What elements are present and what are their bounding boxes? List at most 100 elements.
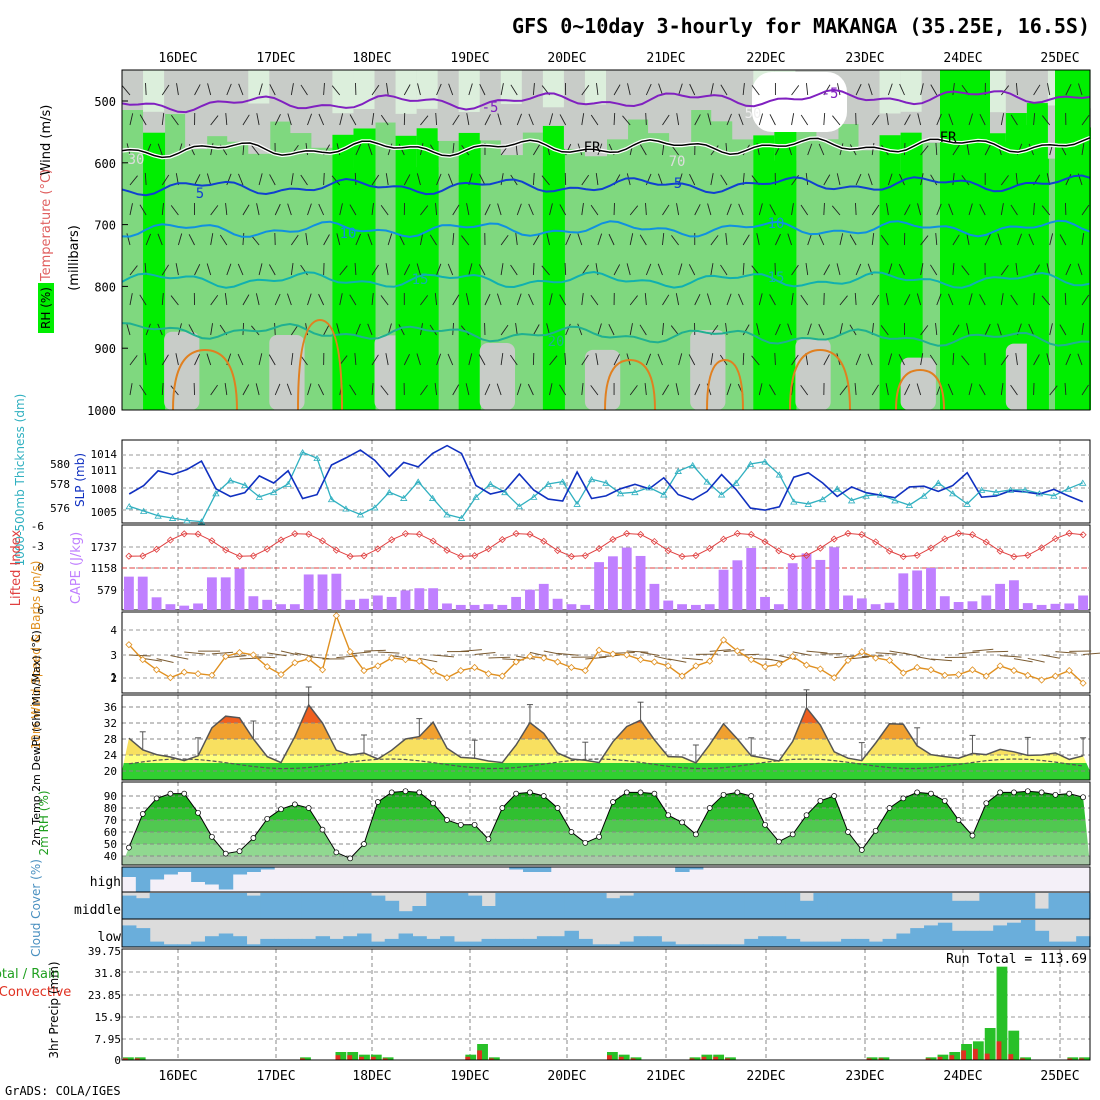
cape-bar xyxy=(746,547,757,610)
rh-low-patch xyxy=(479,343,516,410)
cloud-cover-bar xyxy=(730,944,745,947)
cloud-cover-bar xyxy=(246,895,261,919)
date-label-top: 24DEC xyxy=(943,51,982,66)
wind-barb xyxy=(678,353,683,366)
rh-point xyxy=(748,793,755,799)
wind-barb xyxy=(188,234,195,246)
wind-speed-point xyxy=(581,667,589,675)
wind-barb xyxy=(500,263,504,276)
wind-speed-point xyxy=(830,674,838,682)
contour-label: 10 xyxy=(768,216,785,232)
upper-panel-border xyxy=(121,69,1091,411)
wind-barb xyxy=(742,324,750,336)
wind-barb xyxy=(269,84,276,96)
precip-convective-bar xyxy=(382,1058,388,1060)
precip-total-bar xyxy=(630,1057,642,1060)
wind-barb xyxy=(978,384,986,396)
wind-barb xyxy=(1081,143,1085,156)
lifted-index-point xyxy=(885,547,894,555)
wind-barb xyxy=(206,173,212,186)
wind-barb xyxy=(1033,84,1041,96)
rh-tick-label: 70 xyxy=(104,814,117,827)
lifted-index-point xyxy=(401,530,410,538)
li-tick-label: 6 xyxy=(37,604,44,617)
lifted-index-point xyxy=(208,537,216,545)
rh-point xyxy=(969,832,976,839)
precip-total-bar xyxy=(701,1054,713,1060)
rh-point xyxy=(485,836,492,843)
cloud-cover-bar xyxy=(246,867,261,872)
wind-barb xyxy=(935,323,938,336)
cloud-cover-bar xyxy=(191,893,206,919)
contour-label: 15 xyxy=(768,270,785,286)
lifted-index-point xyxy=(1038,544,1046,552)
wind-speed-point xyxy=(332,612,340,620)
wind-barb xyxy=(688,264,696,276)
wind-barb xyxy=(839,233,844,246)
thickness-line xyxy=(128,451,1084,523)
rh-low-patch xyxy=(795,338,831,410)
cloud-cover-bar xyxy=(924,893,939,919)
wind-speed-point xyxy=(401,656,410,664)
lifted-index-point xyxy=(747,530,755,539)
surface-wind-barb xyxy=(1083,652,1100,656)
wind-barb xyxy=(694,294,701,306)
wind-barb xyxy=(1000,354,1009,366)
wind-barb xyxy=(742,83,745,96)
wind-barb xyxy=(675,293,680,306)
thickness-point xyxy=(212,490,220,497)
wind-barb xyxy=(287,293,292,306)
wind-barb xyxy=(242,384,250,396)
surface-wind-barb xyxy=(363,649,386,652)
cloud-cover-bar xyxy=(647,936,662,947)
wind-barb xyxy=(1015,173,1018,186)
wind-barb xyxy=(436,263,442,276)
thickness-point xyxy=(530,493,538,500)
wind-barb xyxy=(694,114,701,126)
temperature-tick-label: 36 xyxy=(104,701,117,714)
wind-barb xyxy=(403,354,410,366)
rh-point xyxy=(983,800,990,807)
wind-barb xyxy=(887,263,893,276)
lifted-index-point xyxy=(540,537,548,545)
precip-convective-bar xyxy=(1079,1058,1085,1060)
temperature-band xyxy=(122,755,1090,763)
wind-barb xyxy=(367,143,373,156)
wind-barb xyxy=(726,203,732,216)
wind-barb xyxy=(161,382,164,396)
wind-barb xyxy=(161,354,169,366)
lifted-index-point xyxy=(955,529,963,537)
wind-speed-point xyxy=(526,652,534,661)
cloud-cover-bar xyxy=(1020,920,1036,947)
wind-barb xyxy=(139,294,147,306)
lifted-index-point xyxy=(498,536,506,544)
surface-wind-barb xyxy=(1013,658,1033,663)
wind-barb xyxy=(581,203,584,216)
thickness-point xyxy=(645,484,654,491)
wind-barb xyxy=(318,203,325,216)
wind-speed-point xyxy=(291,659,299,667)
wind-barb xyxy=(644,293,647,306)
contour-label: 5 xyxy=(196,186,204,202)
wind-barb xyxy=(968,383,973,396)
wind-speed-point xyxy=(1051,672,1059,680)
cape-bar xyxy=(179,605,190,610)
thickness-point xyxy=(457,514,466,521)
isotherm-line xyxy=(121,137,1091,159)
precip-convective-bar xyxy=(359,1056,364,1060)
surface-wind-barb xyxy=(585,656,607,660)
rh-light-patch xyxy=(879,70,902,114)
wind-barb xyxy=(251,145,260,156)
wind-barb xyxy=(689,83,696,96)
thickness-point xyxy=(342,505,350,512)
wind-barb xyxy=(207,83,212,96)
wind-barb xyxy=(930,84,938,96)
wind-barb xyxy=(947,383,954,396)
precip-total-bar xyxy=(713,1054,725,1060)
temperature-panel-border xyxy=(121,694,1091,781)
wind-barb xyxy=(1078,83,1083,96)
isotherm-line xyxy=(121,219,1091,238)
wind-barb xyxy=(645,173,652,186)
wind-barb xyxy=(177,233,183,246)
cloud-cover-bar xyxy=(1048,893,1063,919)
